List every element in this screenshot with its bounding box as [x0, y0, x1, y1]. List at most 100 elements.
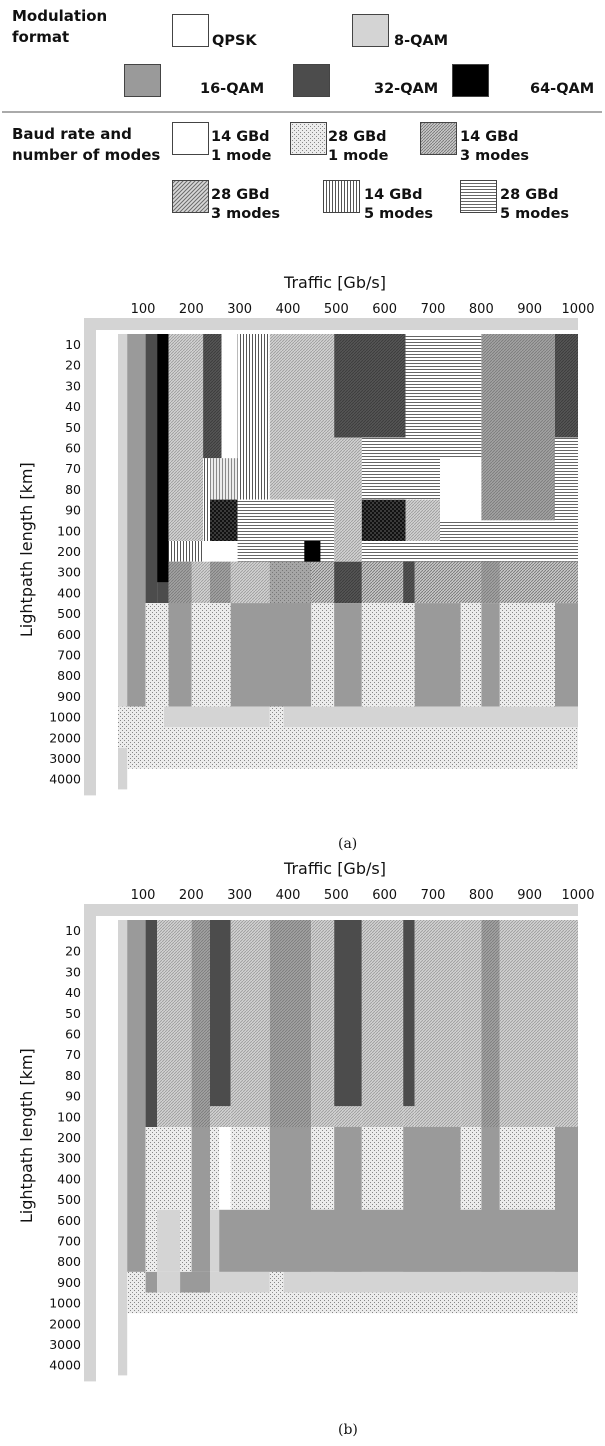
legend-swatch-baud-1: [290, 122, 327, 155]
heatmap-cell: [460, 603, 482, 707]
heatmap-cell: [269, 706, 284, 728]
heatmap-cell: [145, 334, 158, 604]
y-tick-label: 1000: [49, 710, 81, 725]
heatmap-cell: [481, 920, 500, 1127]
legend-swatch-mod-3: [293, 64, 330, 97]
heatmap-cell: [191, 334, 204, 541]
y-axis-bar: [84, 904, 96, 1382]
y-tick-label: 80: [65, 482, 81, 497]
heatmap-cell: [168, 334, 192, 541]
modulation-format-heading: Modulation format: [12, 7, 108, 46]
heatmap-cell: [230, 1127, 270, 1210]
legend-label-baud-4: 14 GBd 5 modes: [364, 187, 434, 222]
x-tick-label: 500: [324, 302, 349, 317]
legend-label-mod-0: QPSK: [212, 33, 257, 49]
y-tick-label: 100: [57, 523, 81, 538]
x-tick-label: 700: [421, 888, 446, 903]
y-tick-label: 40: [65, 985, 81, 1000]
heatmap-cell: [210, 920, 231, 1107]
y-tick-label: 400: [57, 585, 81, 600]
caption-b: (b): [338, 1422, 358, 1438]
heatmap-cell: [127, 334, 146, 707]
x-tick-label: 100: [131, 888, 156, 903]
x-tick-label: 600: [372, 888, 397, 903]
heatmap-cell: [210, 499, 238, 541]
x-tick-label: 700: [421, 302, 446, 317]
heatmap-cell: [210, 1127, 220, 1210]
heatmap-cell: [440, 520, 555, 562]
heatmap-cell: [311, 603, 335, 707]
x-tick-label: 800: [469, 888, 494, 903]
y-tick-label: 500: [57, 606, 81, 621]
y-tick-label: 10: [65, 923, 81, 938]
heatmap-cell: [127, 1292, 578, 1314]
heatmap-cell: [481, 561, 500, 604]
y-tick-label: 700: [57, 648, 81, 663]
x-tick-label: 200: [179, 302, 204, 317]
heatmap-cell: [157, 1271, 181, 1293]
y-tick-label: 90: [65, 503, 81, 518]
heatmap-cell: [168, 541, 204, 562]
x-axis-bar: [96, 904, 578, 916]
heatmap-cell: [555, 334, 578, 438]
y-tick-label: 200: [57, 544, 81, 559]
y-tick-label: 2000: [49, 730, 81, 745]
caption-a: (a): [338, 836, 358, 852]
heatmap-cell: [269, 920, 312, 1127]
y-tick-label: 4000: [49, 772, 81, 787]
legend-label-mod-1: 8-QAM: [394, 33, 449, 49]
heatmap-cell: [334, 334, 406, 438]
legend-swatch-mod-4: [452, 64, 489, 97]
x-axis-label: Traffic [Gb/s]: [283, 859, 386, 878]
x-tick-label: 900: [517, 888, 542, 903]
heatmap-cell: [555, 603, 578, 707]
legend-swatch-baud-2: [420, 122, 457, 155]
y-tick-label: 400: [57, 1171, 81, 1186]
heatmap-cell: [334, 603, 362, 707]
legend-label-baud-3: 28 GBd 3 modes: [211, 187, 281, 222]
legend-swatch-baud-5: [460, 180, 497, 213]
heatmap-cell: [145, 1127, 158, 1272]
heatmap-cell: [118, 334, 128, 790]
x-tick-label: 400: [276, 888, 301, 903]
heatmap-cell: [414, 561, 482, 604]
heatmap-cell: [361, 541, 440, 562]
heatmap-cell: [210, 1271, 270, 1293]
y-tick-label: 300: [57, 1151, 81, 1166]
heatmap-cell: [361, 561, 404, 604]
heatmap-cell: [334, 1106, 362, 1127]
heatmap-cell: [405, 334, 482, 459]
heatmap-cell: [203, 334, 222, 459]
y-tick-label: 80: [65, 1068, 81, 1083]
y-axis-label: Lightpath length [km]: [17, 1048, 36, 1223]
heatmap-cell: [127, 727, 578, 769]
y-tick-label: 70: [65, 1047, 81, 1062]
heatmap-cell: [361, 499, 406, 541]
y-tick-label: 600: [57, 627, 81, 642]
legend-label-mod-4: 64-QAM: [530, 81, 595, 97]
y-tick-label: 50: [65, 420, 81, 435]
heatmap-cell: [210, 1209, 220, 1272]
legend-swatch-baud-3: [172, 180, 209, 213]
heatmap-cell: [230, 603, 312, 707]
heatmap-cell: [157, 920, 192, 1127]
heatmap-cell: [180, 1209, 192, 1272]
heatmap-cell: [203, 458, 210, 541]
legend-swatch-baud-0: [172, 122, 209, 155]
x-tick-label: 300: [227, 888, 252, 903]
baud-rate-heading: Baud rate and number of modes: [12, 125, 161, 164]
heatmap-cell: [210, 561, 231, 604]
heatmap-cell: [555, 437, 578, 562]
heatmap-cell: [180, 1271, 210, 1293]
x-axis-bar: [96, 318, 578, 330]
y-tick-label: 100: [57, 1109, 81, 1124]
legend-swatch-mod-0: [172, 14, 209, 47]
heatmap-cell: [219, 1209, 578, 1272]
heatmap-cell: [191, 1127, 210, 1272]
legend-label-baud-2: 14 GBd 3 modes: [460, 129, 530, 164]
legend-divider: [2, 111, 602, 113]
heatmap-cell: [361, 603, 415, 707]
heatmap-cell: [311, 920, 335, 1127]
x-tick-label: 200: [179, 888, 204, 903]
